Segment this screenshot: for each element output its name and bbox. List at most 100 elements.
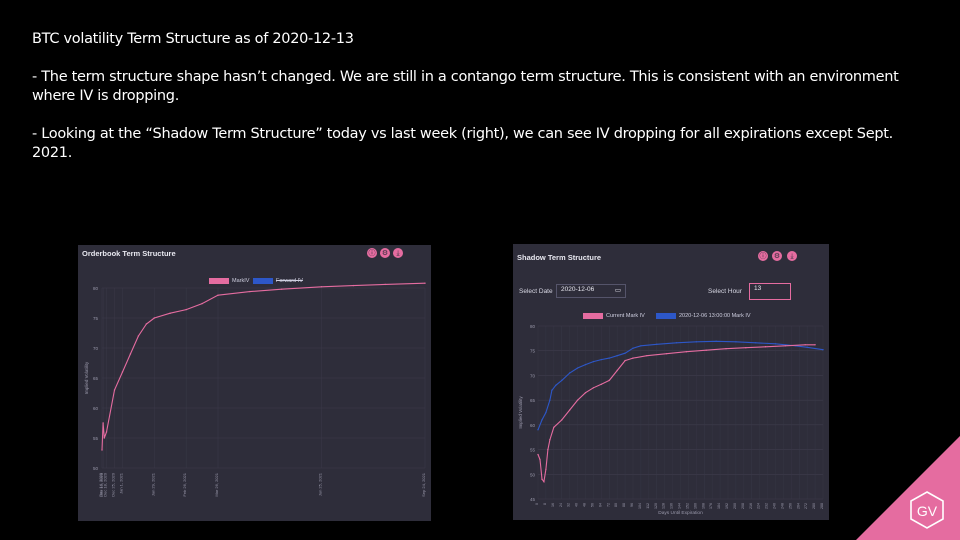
x-tick-label: Dec 25, 2020 xyxy=(111,472,116,497)
x-tick-label: 208 xyxy=(741,503,745,509)
x-tick-label: 216 xyxy=(749,503,753,509)
y-axis-label: Implied Volatility xyxy=(84,361,89,394)
legend-swatch xyxy=(583,313,603,319)
settings-icon[interactable]: ⚙ xyxy=(772,251,782,261)
data-point xyxy=(695,341,698,343)
data-point xyxy=(804,344,806,346)
x-tick-label: 144 xyxy=(678,503,682,509)
data-point xyxy=(774,343,777,345)
x-tick-label: Mar 26, 2021 xyxy=(214,472,219,496)
data-point xyxy=(185,308,187,311)
calendar-icon[interactable]: ▭ xyxy=(614,287,621,294)
x-tick-label: Sep 24, 2021 xyxy=(421,472,426,497)
data-point xyxy=(646,354,648,357)
x-tick-label: 104 xyxy=(638,503,642,509)
data-point xyxy=(561,379,563,382)
select-date-input[interactable]: 2020-12-06 ▭ xyxy=(556,284,626,298)
legend-item-markiv[interactable]: MarkIV xyxy=(209,278,249,284)
select-hour-label: Select Hour xyxy=(708,288,742,295)
legend-swatch xyxy=(209,278,229,284)
download-icon[interactable]: ⤓ xyxy=(787,251,797,261)
data-point xyxy=(537,453,539,456)
data-point xyxy=(537,429,539,431)
x-tick-label: 184 xyxy=(717,503,721,509)
y-tick-label: 55 xyxy=(530,448,536,453)
x-tick-label: 120 xyxy=(654,503,658,509)
x-tick-label: 72 xyxy=(606,503,610,507)
data-point xyxy=(101,449,103,451)
x-tick-label: 48 xyxy=(583,503,587,507)
data-point xyxy=(103,437,105,439)
data-point xyxy=(600,358,603,361)
y-tick-label: 60 xyxy=(530,423,536,428)
data-point xyxy=(715,340,717,343)
data-point xyxy=(584,392,587,394)
y-tick-label: 80 xyxy=(93,286,99,291)
data-point xyxy=(551,389,553,391)
data-point xyxy=(541,419,543,421)
download-icon[interactable]: ⤓ xyxy=(393,248,403,258)
panel-title: Shadow Term Structure xyxy=(517,253,602,262)
x-tick-label: Jan 29, 2021 xyxy=(150,472,155,496)
data-point xyxy=(725,348,727,350)
x-tick-label: Jun 25, 2021 xyxy=(318,472,323,496)
x-tick-label: Dec 15, 2020 xyxy=(99,472,104,497)
data-point xyxy=(169,312,171,314)
x-tick-label: 96 xyxy=(630,503,634,507)
legend-item-previous-mark-iv[interactable]: 2020-12-06 13:00:00 Mark IV xyxy=(656,313,751,319)
x-axis-label: Days Until Expiration xyxy=(658,510,703,516)
select-hour-input[interactable]: 13 xyxy=(749,283,791,300)
data-point xyxy=(632,357,634,359)
y-tick-label: 45 xyxy=(530,497,536,502)
legend-swatch xyxy=(253,278,273,284)
panel-title: Orderbook Term Structure xyxy=(82,249,176,258)
settings-icon[interactable]: ⚙ xyxy=(380,248,390,258)
y-tick-label: 50 xyxy=(93,466,99,471)
y-tick-label: 55 xyxy=(93,436,99,441)
data-point xyxy=(217,294,219,296)
slide-text-block: BTC volatility Term Structure as of 2020… xyxy=(32,30,937,163)
x-tick-label: 128 xyxy=(662,503,666,509)
x-tick-label: 80 xyxy=(614,503,618,507)
data-point xyxy=(822,349,824,351)
x-tick-label: Dec 14, 2020 xyxy=(98,472,103,497)
x-tick-label: 224 xyxy=(757,503,761,509)
x-tick-label: 112 xyxy=(646,503,650,509)
data-point xyxy=(784,345,787,347)
shadow-term-structure-panel: Shadow Term Structure ⓘ ⚙ ⤓ Select Date … xyxy=(513,244,829,520)
x-tick-label: 136 xyxy=(670,503,674,509)
orderbook-term-structure-panel: Orderbook Term Structure ⓘ ⚙ ⤓ MarkIV Fo… xyxy=(78,245,431,521)
data-point xyxy=(592,360,595,363)
data-point xyxy=(806,346,808,348)
data-point xyxy=(624,352,626,354)
y-tick-label: 75 xyxy=(93,316,99,321)
x-tick-label: 16 xyxy=(551,503,555,507)
data-point xyxy=(121,371,124,373)
info-icon[interactable]: ⓘ xyxy=(367,248,377,258)
x-tick-label: 32 xyxy=(567,503,571,507)
y-tick-label: 65 xyxy=(530,398,536,403)
x-tick-label: Feb 26, 2021 xyxy=(182,472,187,496)
y-tick-label: 70 xyxy=(530,373,536,378)
data-point xyxy=(549,399,551,401)
info-icon[interactable]: ⓘ xyxy=(758,251,768,261)
x-tick-label: 88 xyxy=(622,503,626,507)
gv-logo: GV xyxy=(856,436,960,540)
data-point xyxy=(665,352,668,355)
data-point xyxy=(137,335,140,337)
x-tick-label: 240 xyxy=(773,503,777,509)
data-point xyxy=(745,347,747,349)
x-tick-label: 272 xyxy=(804,503,808,509)
series-line-markiv xyxy=(101,282,426,451)
shadow-chart: 80 75 70 65 60 55 50 450 8 16 24 32 40 48 56 64 72 80 88 96… xyxy=(518,324,824,516)
legend-item-forward-iv[interactable]: Forward IV xyxy=(253,278,303,284)
data-point xyxy=(249,290,251,293)
x-tick-label: 152 xyxy=(685,503,689,509)
x-tick-label: 248 xyxy=(780,503,784,509)
legend-item-current-mark-iv[interactable]: Current Mark IV xyxy=(583,313,645,319)
data-point xyxy=(705,349,707,351)
data-point xyxy=(561,419,563,421)
x-tick-label: 280 xyxy=(812,503,816,509)
series-line-current-mark-iv xyxy=(537,344,816,484)
data-point xyxy=(352,284,355,287)
